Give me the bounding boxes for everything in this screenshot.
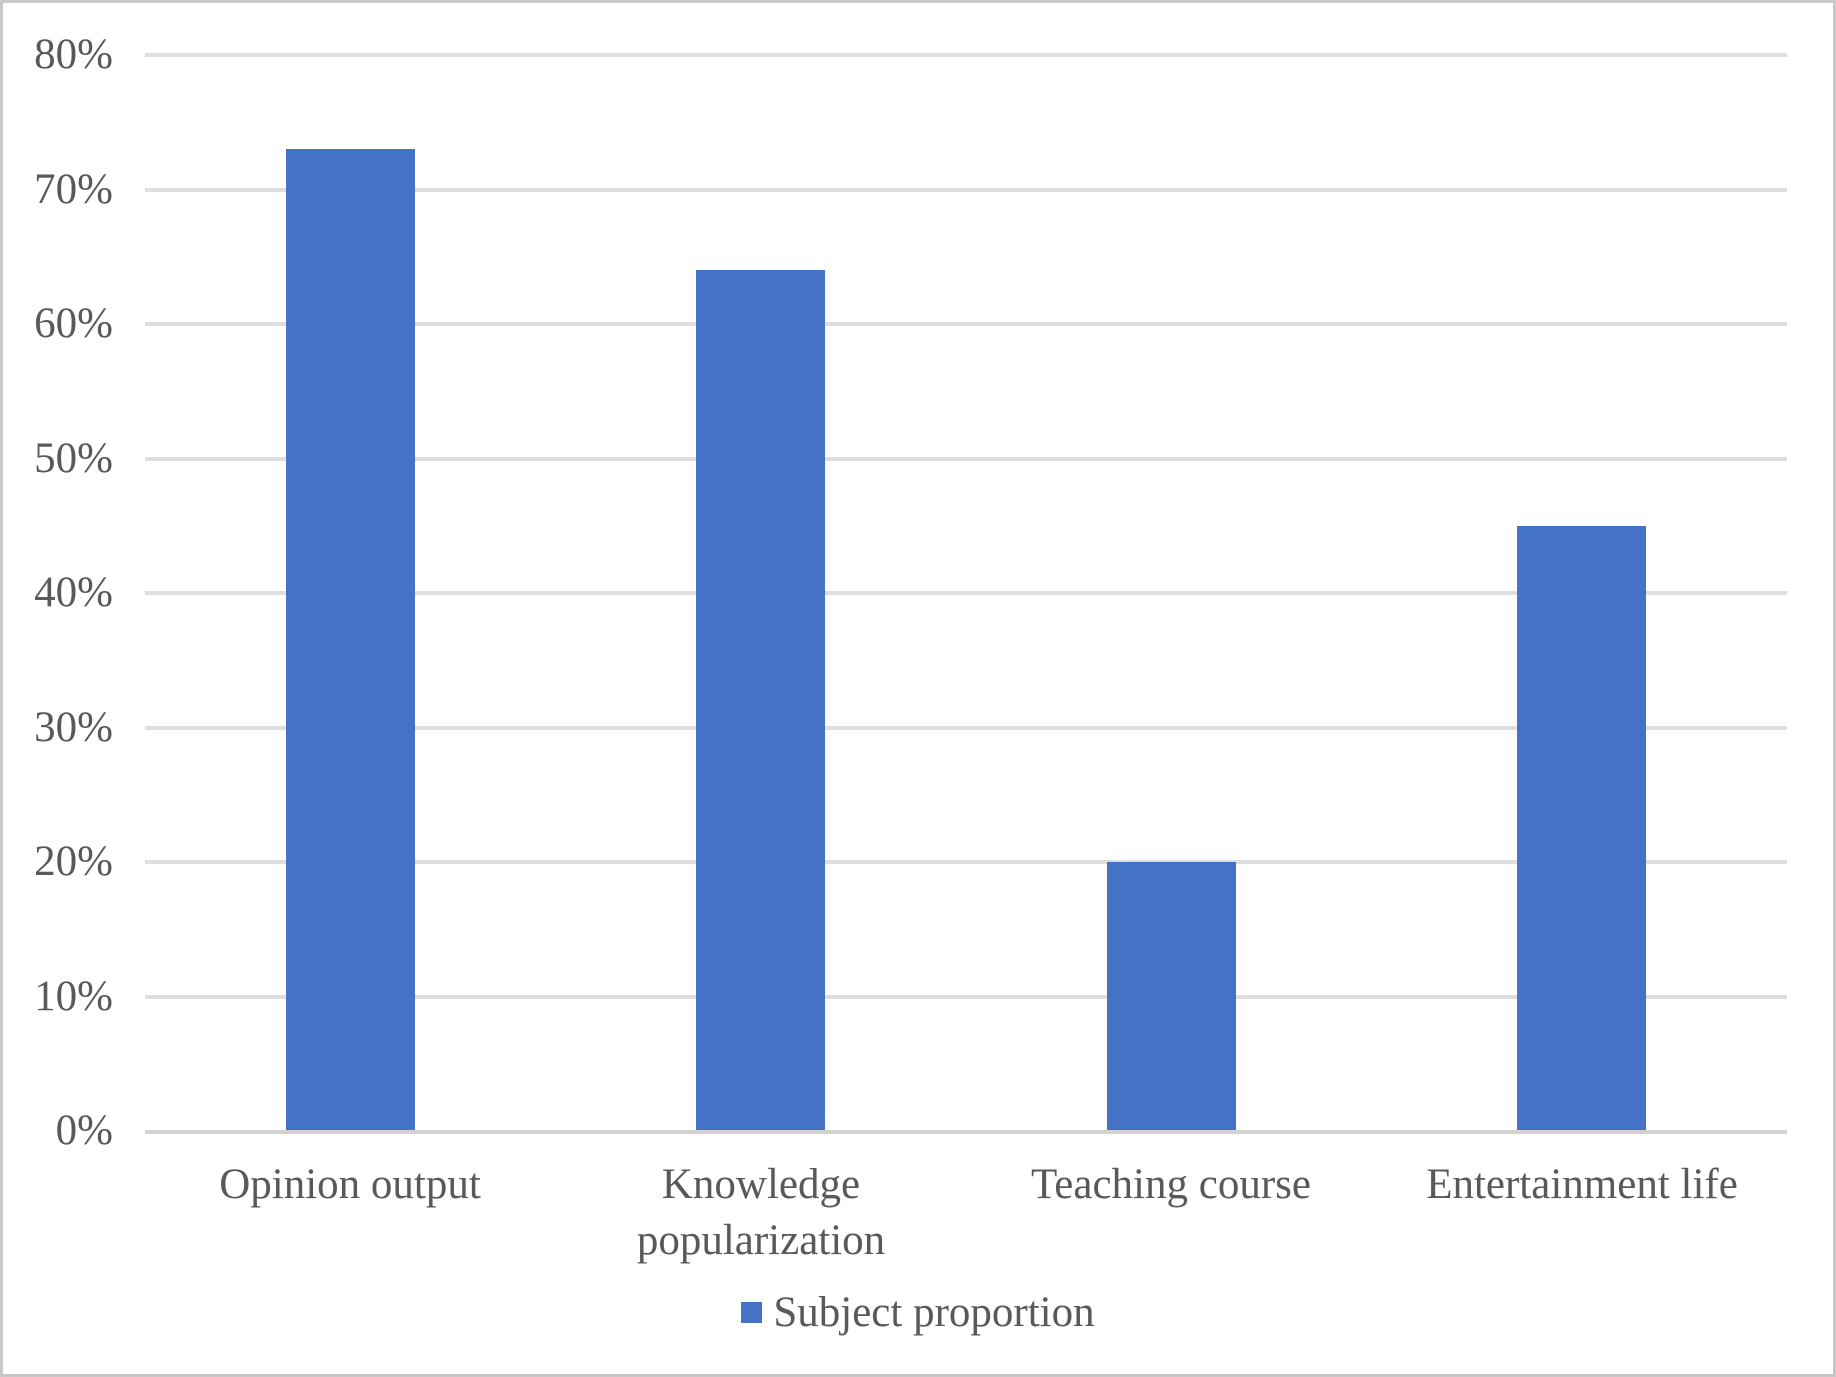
y-tick-label: 50% [34, 434, 113, 482]
category-label: Opinion output [219, 1161, 481, 1208]
gridline [145, 725, 1787, 730]
gridline [145, 860, 1787, 864]
bar-1 [286, 149, 415, 1131]
gridline [145, 456, 1787, 461]
y-tick-label: 10% [34, 972, 113, 1020]
y-tick-label: 40% [34, 569, 113, 616]
y-tick-label: 30% [34, 703, 113, 751]
bar-2 [696, 270, 825, 1131]
category-label: Knowledge popularization [636, 1161, 886, 1264]
legend: Subject proportion [3, 1290, 1833, 1335]
legend-label: Subject proportion [773, 1289, 1095, 1336]
bar-4 [1517, 526, 1646, 1131]
y-tick-label: 60% [34, 300, 113, 347]
gridline [145, 591, 1787, 595]
y-tick-label: 70% [34, 165, 113, 213]
gridline [145, 53, 1787, 57]
category-label: Entertainment life [1426, 1161, 1738, 1208]
y-tick-label: 80% [34, 31, 113, 78]
gridline [145, 994, 1787, 999]
category-label: Teaching course [1031, 1161, 1311, 1208]
bar-3 [1107, 862, 1236, 1131]
y-tick-label: 0% [55, 1107, 113, 1154]
legend-marker-icon [741, 1302, 763, 1323]
gridline [145, 187, 1787, 192]
x-axis-line [145, 1130, 1787, 1134]
gridline [145, 322, 1787, 326]
y-tick-label: 20% [34, 838, 113, 885]
